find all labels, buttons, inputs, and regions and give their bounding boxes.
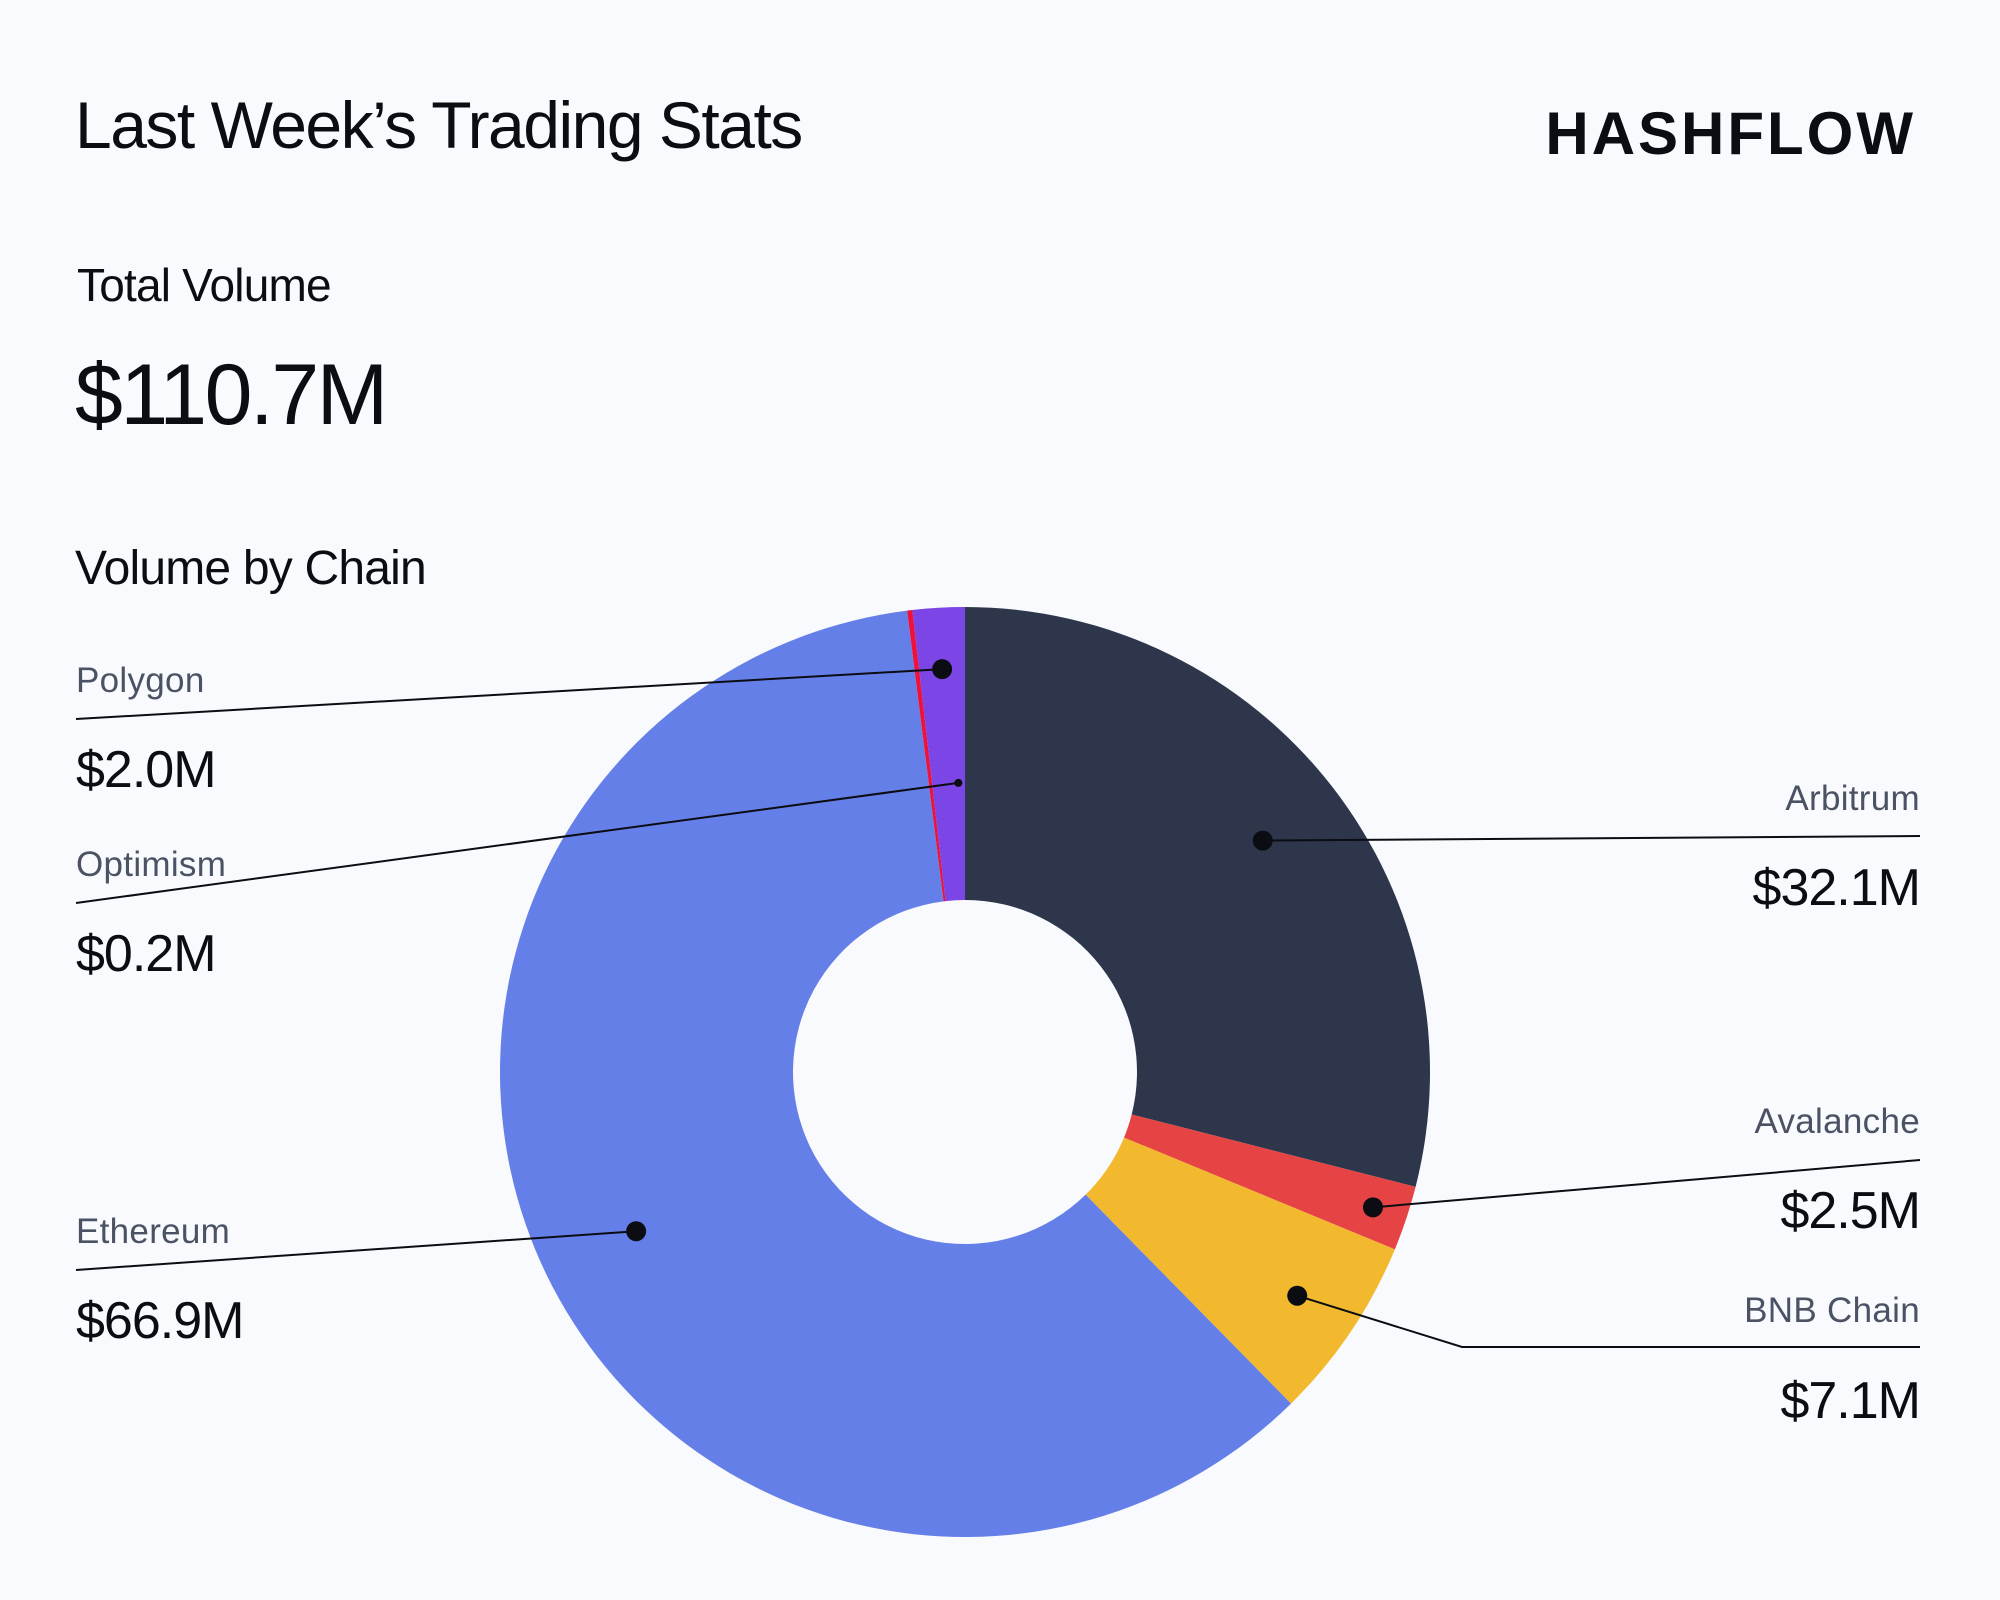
leader-line-bnb-chain <box>1296 1294 1920 1348</box>
hashflow-logo: HASHFLOW <box>1545 100 1916 167</box>
legend-label-polygon: Polygon <box>76 661 205 700</box>
leader-line-polygon <box>75 668 943 720</box>
legend-value-arbitrum: $32.1M <box>1752 859 1921 917</box>
leader-dot-polygon <box>932 659 953 680</box>
legend-value-bnb-chain: $7.1M <box>1780 1372 1921 1430</box>
page-title: Last Week’s Trading Stats <box>75 88 803 162</box>
leader-line-arbitrum <box>1262 835 1921 842</box>
donut-slice-ethereum <box>500 610 1291 1537</box>
leader-dot-ethereum <box>626 1221 647 1242</box>
legend-label-bnb-chain: BNB Chain <box>1744 1291 1920 1330</box>
donut-slice-polygon <box>912 607 965 902</box>
leader-dot-bnb-chain <box>1287 1285 1308 1306</box>
donut-slice-arbitrum <box>965 607 1430 1187</box>
legend-value-optimism: $0.2M <box>76 925 217 983</box>
legend-value-polygon: $2.0M <box>76 741 217 799</box>
total-volume-value: $110.7M <box>75 347 388 443</box>
legend-label-arbitrum: Arbitrum <box>1785 779 1920 818</box>
leader-line-optimism <box>75 781 959 904</box>
legend-label-optimism: Optimism <box>76 845 227 884</box>
leader-dot-avalanche <box>1362 1197 1383 1218</box>
legend-label-avalanche: Avalanche <box>1754 1102 1920 1141</box>
legend-value-avalanche: $2.5M <box>1780 1182 1921 1240</box>
leader-dot-optimism <box>954 778 963 787</box>
total-volume-label: Total Volume <box>77 259 332 311</box>
leader-line-avalanche <box>1372 1159 1921 1209</box>
legend-label-ethereum: Ethereum <box>76 1212 231 1251</box>
legend-value-ethereum: $66.9M <box>76 1292 244 1350</box>
donut-slice-optimism <box>907 609 946 902</box>
chart-title: Volume by Chain <box>75 542 427 595</box>
leader-line-ethereum <box>75 1230 637 1271</box>
donut-slice-bnb-chain <box>1085 1137 1395 1404</box>
donut-slice-avalanche <box>1124 1114 1416 1250</box>
leader-dot-arbitrum <box>1252 830 1273 851</box>
